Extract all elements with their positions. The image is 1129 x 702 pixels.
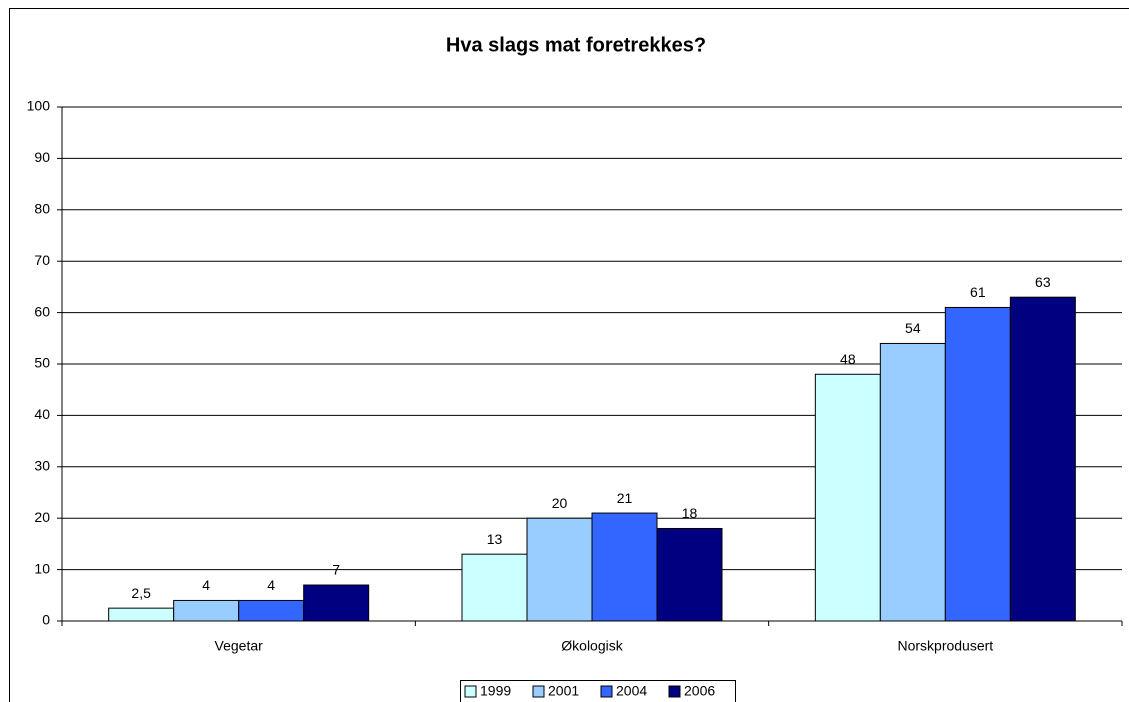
bar xyxy=(1009,296,1076,622)
legend-swatch xyxy=(464,685,477,698)
value-label: 2,5 xyxy=(131,585,151,601)
bar xyxy=(944,306,1011,622)
legend-swatch xyxy=(532,685,545,698)
y-tick-label: 80 xyxy=(34,201,50,217)
bar xyxy=(303,584,370,622)
chart-title: Hva slags mat foretrekkes? xyxy=(446,34,706,56)
bar xyxy=(591,512,658,622)
value-label: 20 xyxy=(552,495,568,511)
bar xyxy=(461,553,528,622)
value-label: 61 xyxy=(970,284,986,300)
value-label: 63 xyxy=(1035,274,1051,290)
value-label: 4 xyxy=(202,577,210,593)
y-tick-label: 20 xyxy=(34,509,50,525)
y-tick-label: 70 xyxy=(34,252,50,268)
value-label: 7 xyxy=(332,562,340,578)
x-tick-label: Vegetar xyxy=(215,638,264,654)
bar xyxy=(238,599,305,622)
y-tick-label: 90 xyxy=(34,149,50,165)
value-label: 13 xyxy=(487,531,503,547)
bar xyxy=(526,517,593,622)
value-label: 54 xyxy=(905,320,921,336)
legend-label: 2004 xyxy=(616,683,647,699)
value-label: 18 xyxy=(682,505,698,521)
legend-swatch xyxy=(668,685,681,698)
y-tick-label: 0 xyxy=(42,612,50,628)
y-tick-label: 40 xyxy=(34,406,50,422)
legend-label: 2006 xyxy=(684,683,715,699)
legend-swatch xyxy=(600,685,613,698)
x-tick-label: Norskprodusert xyxy=(897,638,993,654)
y-tick-label: 30 xyxy=(34,458,50,474)
y-tick-label: 50 xyxy=(34,355,50,371)
bar xyxy=(108,607,175,622)
bar xyxy=(814,373,881,622)
value-label: 21 xyxy=(617,490,633,506)
y-tick-label: 100 xyxy=(27,98,51,114)
value-label: 48 xyxy=(840,351,856,367)
y-tick-label: 60 xyxy=(34,303,50,319)
bar xyxy=(656,527,723,622)
legend-box xyxy=(460,680,736,702)
value-label: 4 xyxy=(267,577,275,593)
y-tick-label: 10 xyxy=(34,560,50,576)
legend-label: 1999 xyxy=(480,683,511,699)
legend-label: 2001 xyxy=(548,683,579,699)
bar xyxy=(879,342,946,622)
x-tick-label: Økologisk xyxy=(561,638,623,654)
bar xyxy=(173,599,240,622)
